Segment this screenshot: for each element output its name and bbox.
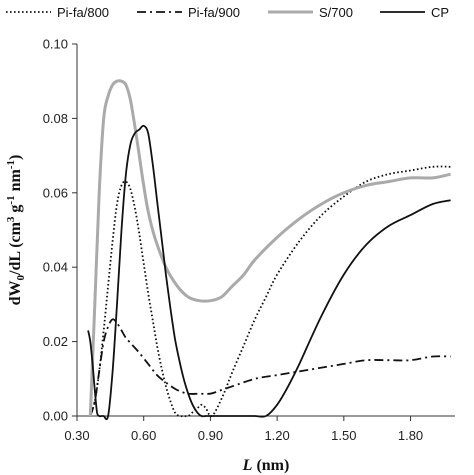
y-title-part-3: g <box>7 205 24 217</box>
y-tick-label: 0.04 <box>43 260 68 275</box>
x-tick-label: 1.80 <box>398 428 423 443</box>
y-tick-label: 0.10 <box>43 37 68 52</box>
y-tick-label: 0.02 <box>43 334 68 349</box>
legend-label: Pi-fa/800 <box>57 5 109 20</box>
x-tick-label: 0.90 <box>198 428 223 443</box>
legend: Pi-fa/800 Pi-fa/900 S/700 CP <box>6 5 449 20</box>
series-line-pi-fa-800 <box>89 165 451 418</box>
series-line-pi-fa-900 <box>89 318 451 417</box>
y-title-sup-2: -1 <box>5 195 17 204</box>
y-title-sub: 0 <box>15 274 27 280</box>
y-title-part-4: nm <box>7 168 24 195</box>
legend-label: S/700 <box>319 5 353 20</box>
y-tick-label: 0.00 <box>43 409 68 424</box>
series-line-s-700 <box>88 79 451 417</box>
y-title-part-5: ) <box>7 155 24 160</box>
y-tick-label: 0.06 <box>43 185 68 200</box>
x-tick-label: 1.50 <box>331 428 356 443</box>
x-ticks: 0.30 0.60 0.90 1.20 1.50 1.80 <box>64 416 423 443</box>
series-line-cp <box>87 124 451 421</box>
y-title-part-1: dW <box>7 280 24 305</box>
x-axis-title-unit: (nm) <box>252 457 289 474</box>
y-axis-title: dW0/dL (cm3 g-1 nm-1) <box>5 155 27 306</box>
y-title-sup-1: 3 <box>5 216 17 222</box>
x-tick-label: 1.20 <box>264 428 289 443</box>
x-tick-label: 0.60 <box>131 428 156 443</box>
x-axis-title: L (nm) <box>242 457 290 474</box>
y-tick-label: 0.08 <box>43 111 68 126</box>
x-axis-title-var: L <box>242 457 253 474</box>
y-title-sup-3: -1 <box>5 160 17 169</box>
legend-label: CP <box>431 5 449 20</box>
plot-area <box>87 79 451 421</box>
legend-label: Pi-fa/900 <box>188 5 240 20</box>
y-title-part-2: /dL (cm <box>7 221 24 276</box>
y-ticks: 0.00 0.02 0.04 0.06 0.08 0.10 <box>43 37 77 424</box>
x-tick-label: 0.30 <box>64 428 89 443</box>
